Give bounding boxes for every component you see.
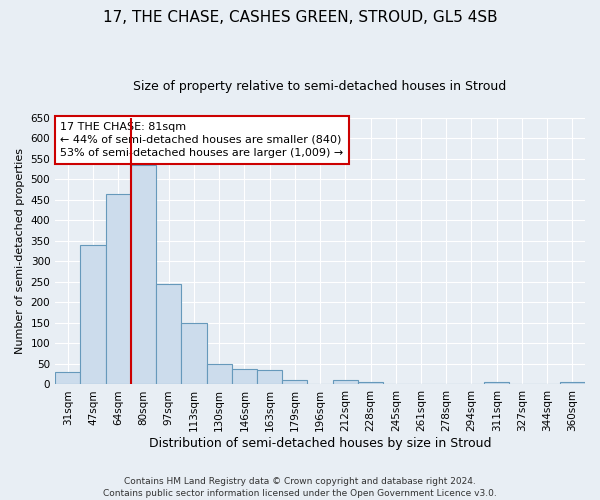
Bar [232,369,257,384]
Text: 17 THE CHASE: 81sqm
← 44% of semi-detached houses are smaller (840)
53% of semi-: 17 THE CHASE: 81sqm ← 44% of semi-detach… [61,122,344,158]
Bar [560,382,585,384]
Bar [358,382,383,384]
Y-axis label: Number of semi-detached properties: Number of semi-detached properties [15,148,25,354]
Bar [206,364,232,384]
Bar [106,194,131,384]
Bar [181,323,206,384]
Bar [332,380,358,384]
Title: Size of property relative to semi-detached houses in Stroud: Size of property relative to semi-detach… [133,80,507,93]
Bar [80,245,106,384]
Bar [484,382,509,384]
Bar [156,284,181,384]
Text: 17, THE CHASE, CASHES GREEN, STROUD, GL5 4SB: 17, THE CHASE, CASHES GREEN, STROUD, GL5… [103,10,497,25]
Bar [257,370,282,384]
Bar [282,380,307,384]
Text: Contains HM Land Registry data © Crown copyright and database right 2024.
Contai: Contains HM Land Registry data © Crown c… [103,476,497,498]
Bar [55,372,80,384]
Bar [131,165,156,384]
X-axis label: Distribution of semi-detached houses by size in Stroud: Distribution of semi-detached houses by … [149,437,491,450]
